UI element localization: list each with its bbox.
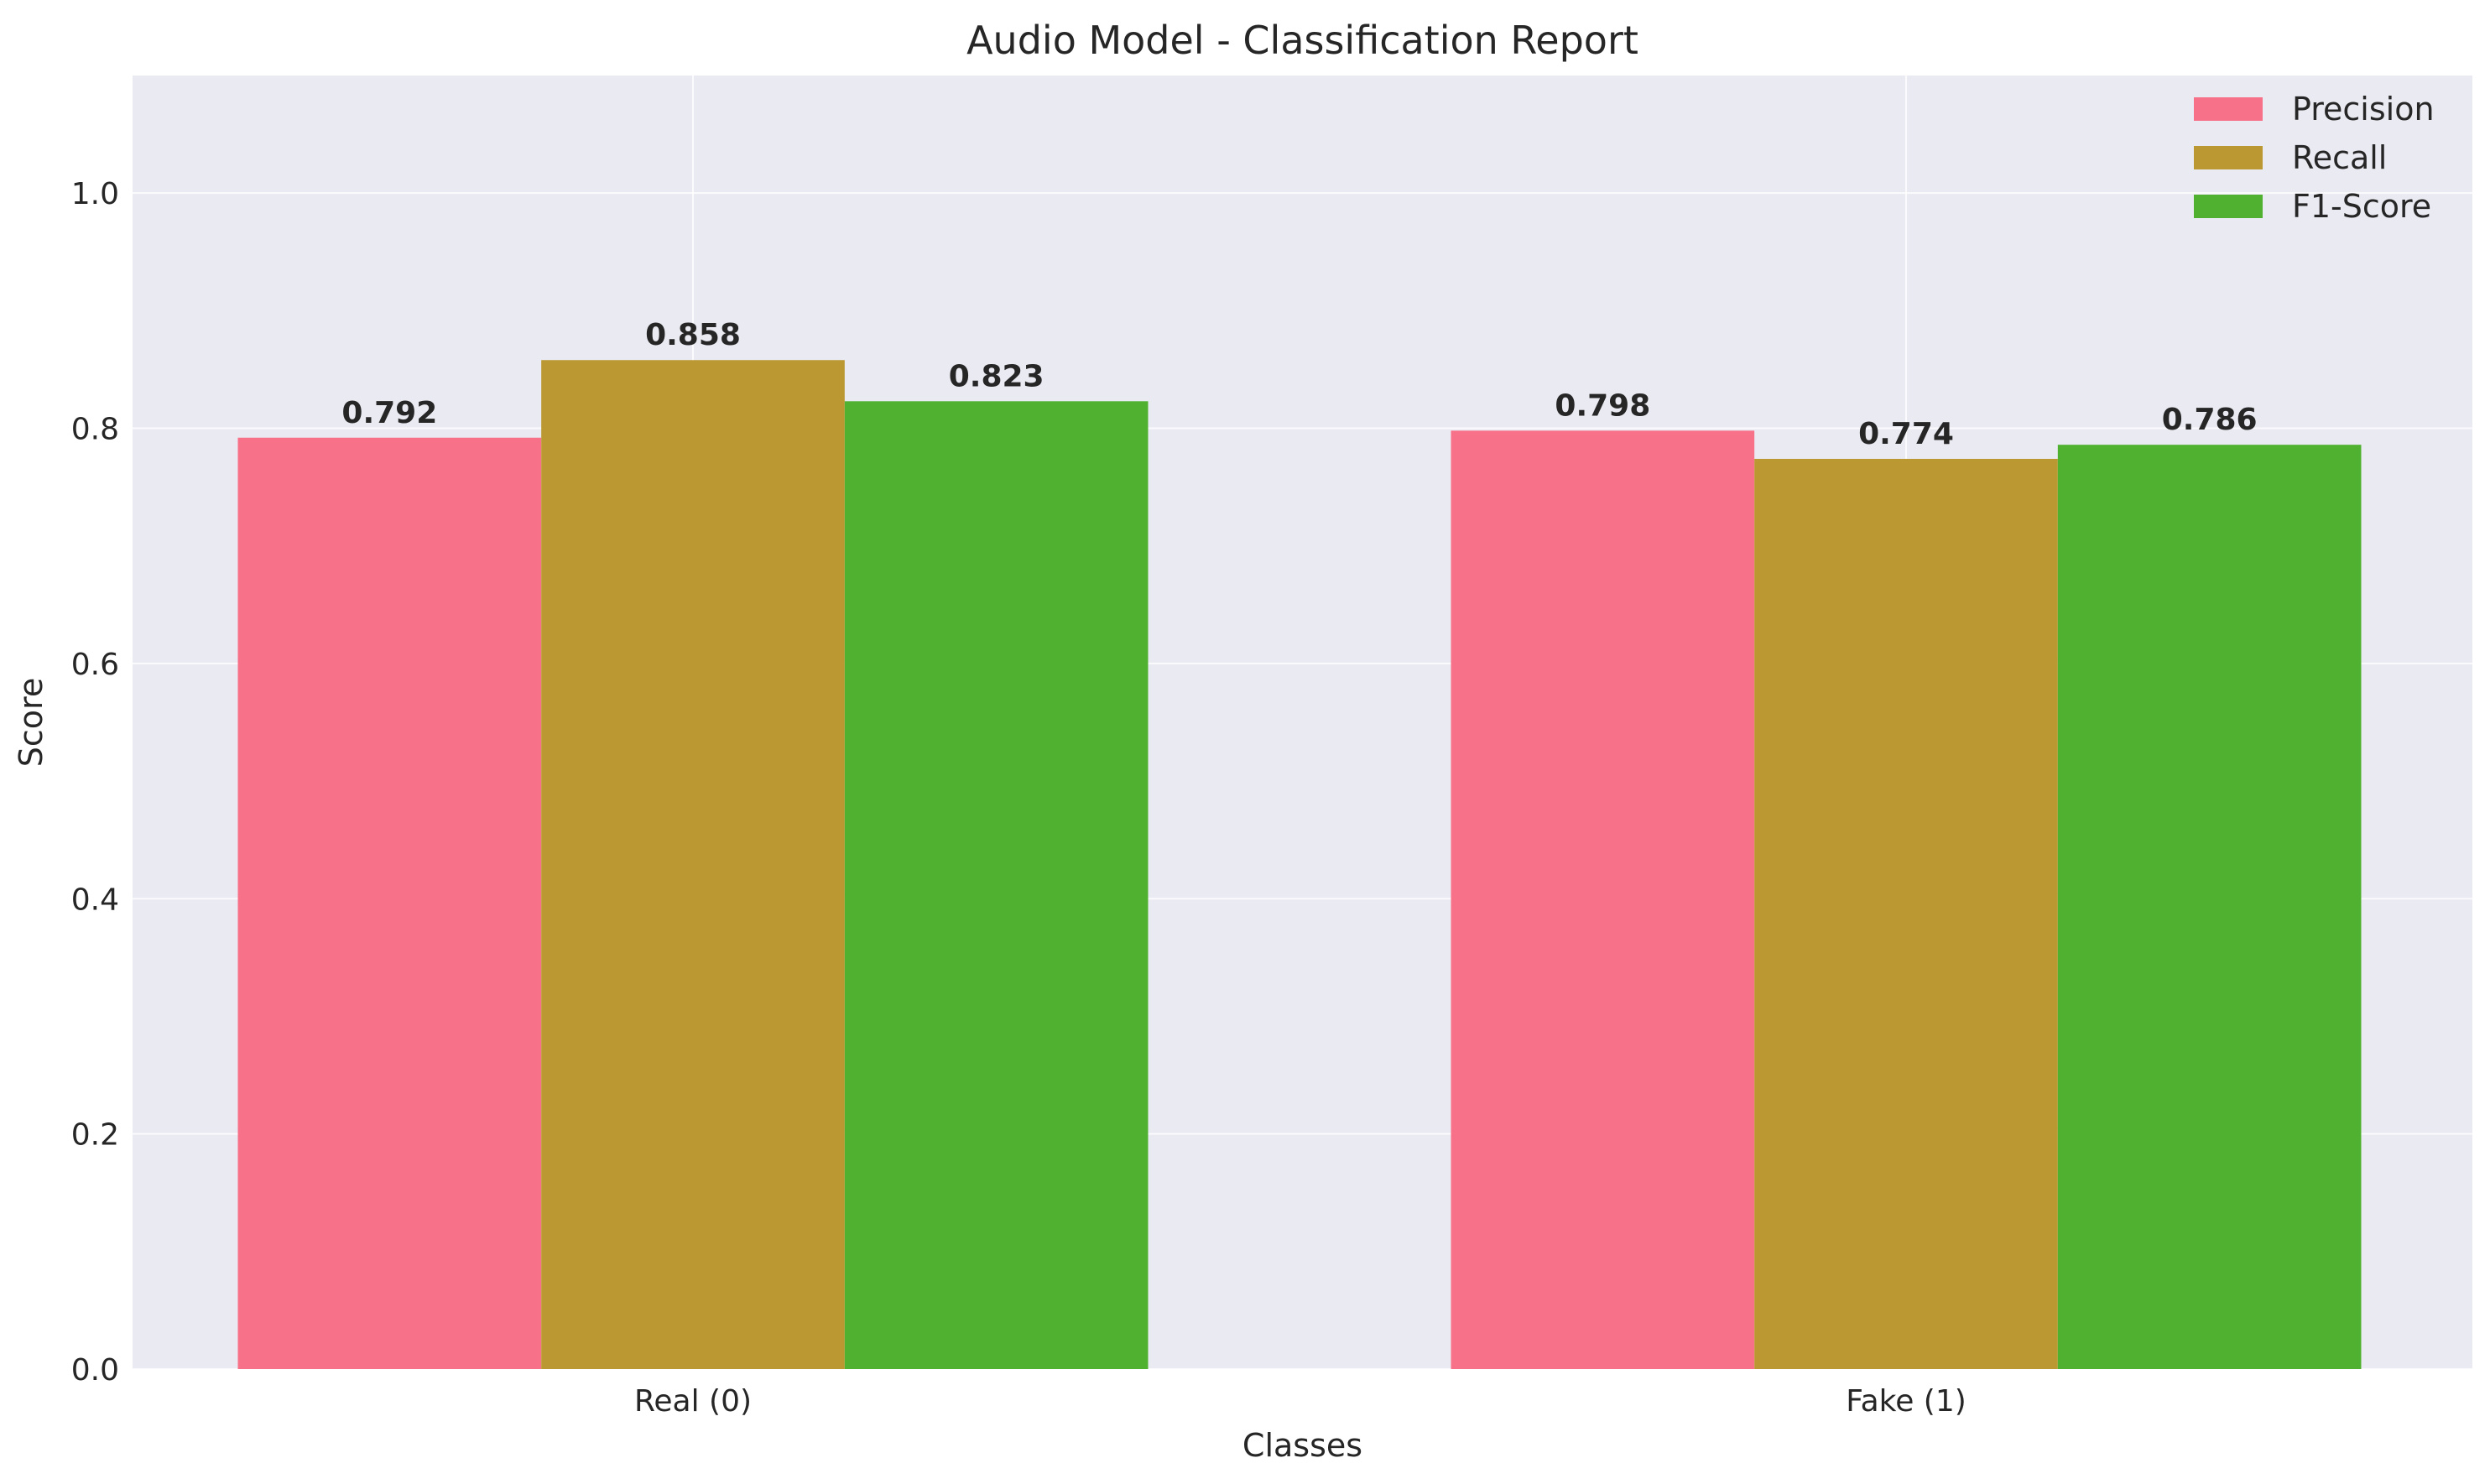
legend-item: Recall xyxy=(2194,139,2387,176)
y-tick-label: 0.6 xyxy=(71,648,119,682)
bar-value-label: 0.798 xyxy=(1555,388,1650,423)
bar-recall xyxy=(1754,458,2058,1370)
x-tick-label: Fake (1) xyxy=(1846,1384,1966,1419)
bar-value-label: 0.858 xyxy=(645,318,741,352)
bar-value-label: 0.786 xyxy=(2162,403,2258,437)
bar-precision xyxy=(1451,430,1755,1369)
legend-label: F1-Score xyxy=(2292,188,2431,225)
legend-swatch xyxy=(2194,146,2263,169)
legend-swatch xyxy=(2194,97,2263,121)
legend-label: Recall xyxy=(2292,139,2387,176)
y-tick-label: 1.0 xyxy=(71,177,119,211)
legend-label: Precision xyxy=(2292,91,2435,128)
y-tick-label: 0.4 xyxy=(71,883,119,917)
bar-f1-score xyxy=(2057,445,2362,1369)
tick-labels: 0.0 0.2 0.4 0.6 0.8 1.0 Real (0) Fake (1) xyxy=(71,177,1966,1419)
bar-f1-score xyxy=(844,401,1149,1369)
x-tick-label: Real (0) xyxy=(634,1384,752,1419)
bar-value-label: 0.774 xyxy=(1858,417,1954,451)
value-labels: 0.792 0.798 0.858 0.774 0.823 0.786 xyxy=(341,318,2257,451)
y-tick-label: 0.2 xyxy=(71,1118,119,1153)
legend: Precision Recall F1-Score xyxy=(2194,91,2435,225)
legend-swatch xyxy=(2194,195,2263,218)
x-axis-label: Classes xyxy=(1242,1427,1362,1464)
legend-item: Precision xyxy=(2194,91,2435,128)
bar-precision xyxy=(237,437,542,1369)
bar-recall xyxy=(541,360,845,1369)
chart-title: Audio Model - Classification Report xyxy=(966,18,1638,63)
bars xyxy=(237,360,2362,1370)
bar-value-label: 0.823 xyxy=(949,359,1044,393)
legend-item: F1-Score xyxy=(2194,188,2431,225)
y-tick-label: 0.8 xyxy=(71,413,119,447)
y-tick-label: 0.0 xyxy=(71,1353,119,1388)
y-axis-label: Score xyxy=(13,678,49,767)
bar-value-label: 0.792 xyxy=(341,396,437,430)
